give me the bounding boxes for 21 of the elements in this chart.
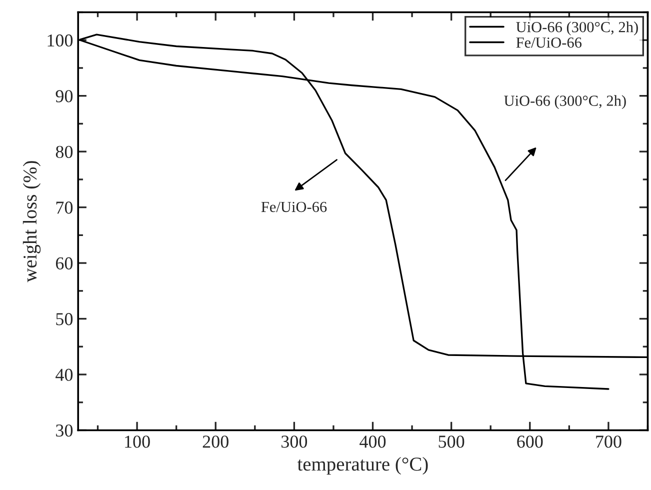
y-tick-label: 80	[56, 146, 73, 158]
y-tick-label: 90	[56, 90, 73, 102]
x-axis-title: temperature (°C)	[297, 457, 428, 475]
x-tick-label: 300	[282, 436, 308, 448]
legend-label: Fe/UiO-66	[516, 37, 582, 48]
y-tick-label: 60	[56, 257, 73, 270]
x-tick-label: 700	[596, 436, 622, 448]
y-tick-label: 70	[56, 202, 73, 214]
x-tick-label: 600	[517, 436, 543, 448]
y-tick-label: 50	[56, 313, 73, 326]
y-tick-label: 40	[56, 368, 73, 381]
x-tick-label: 500	[438, 436, 464, 448]
y-tick-label: 30	[56, 424, 73, 437]
x-tick-label: 100	[125, 436, 150, 448]
y-tick-label: 100	[48, 34, 73, 47]
annotation: Fe/UiO-66	[261, 202, 327, 212]
legend-label: UiO-66 (300°C, 2h)	[516, 22, 638, 36]
x-tick-label: 200	[202, 436, 228, 448]
annotation: UiO-66 (300°C, 2h)	[504, 95, 626, 110]
x-tick-label: 400	[360, 436, 386, 448]
y-axis-title: weight loss (%)	[22, 161, 41, 282]
